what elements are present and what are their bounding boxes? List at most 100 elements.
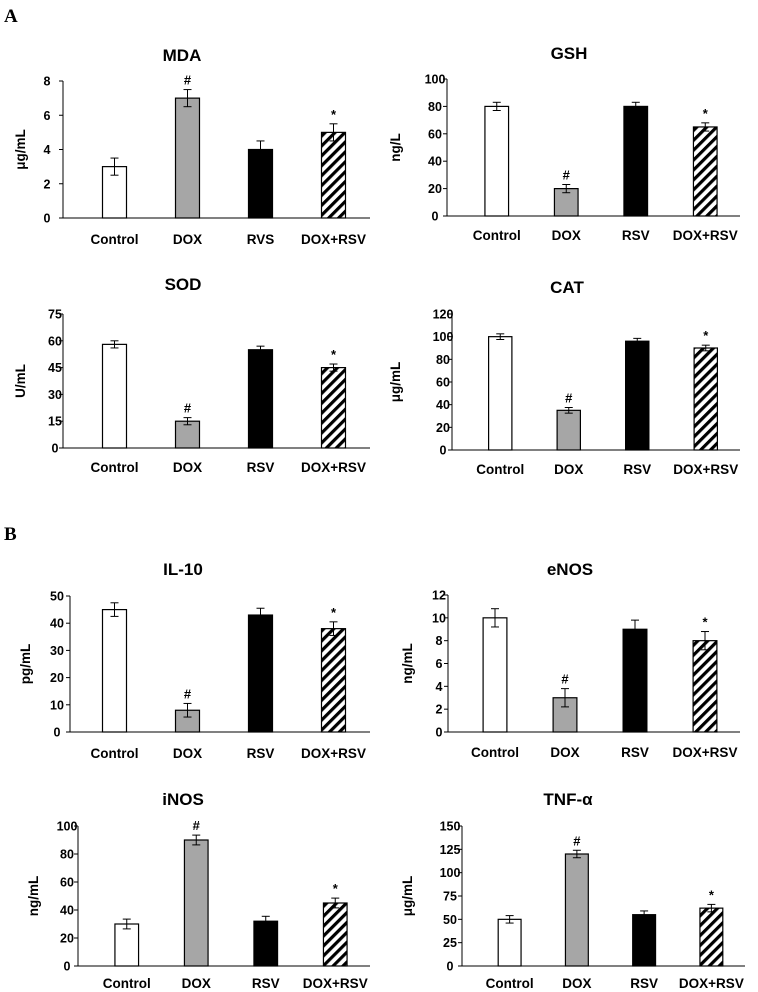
bar: [322, 902, 348, 967]
bar: [247, 614, 274, 733]
significance-mark: *: [703, 106, 709, 121]
charts-layer: MDA μg/mL 0 2 4 6 8 Control # DOX RVS * DOX+RSV GSH ng…: [13, 44, 745, 991]
category-label: RSV: [621, 745, 649, 760]
significance-mark: #: [184, 686, 192, 701]
y-tick-label: 0: [64, 960, 71, 974]
y-tick-label: 100: [440, 866, 461, 880]
y-axis-label: μg/mL: [400, 876, 415, 917]
significance-mark: *: [331, 347, 337, 362]
bar: [564, 853, 589, 967]
bar: [101, 343, 128, 449]
category-label: DOX: [554, 462, 583, 477]
y-tick-label: 45: [48, 361, 62, 375]
y-tick-label: 0: [432, 210, 439, 224]
category-label: DOX+RSV: [673, 745, 738, 760]
y-tick-label: 8: [436, 634, 443, 648]
category-label: DOX: [182, 976, 211, 991]
y-tick-label: 6: [44, 109, 51, 123]
category-label: RSV: [247, 460, 275, 475]
bar: [320, 367, 347, 449]
bar: [484, 105, 510, 217]
y-tick-label: 60: [428, 127, 442, 141]
category-label: Control: [476, 462, 524, 477]
bar: [623, 105, 649, 217]
y-axis-label: pg/mL: [18, 644, 33, 685]
y-tick-label: 20: [50, 671, 64, 685]
bar: [247, 148, 274, 219]
y-tick-label: 40: [60, 904, 74, 918]
significance-mark: *: [702, 615, 708, 630]
chart-title: CAT: [550, 278, 584, 297]
y-tick-label: 40: [428, 155, 442, 169]
bar: [632, 914, 657, 967]
bar: [488, 336, 513, 451]
y-tick-label: 20: [436, 421, 450, 435]
bar: [101, 608, 128, 733]
y-tick-label: 0: [436, 726, 443, 740]
y-tick-label: 0: [440, 444, 447, 458]
category-label: DOX: [173, 746, 202, 761]
chart-title: eNOS: [547, 560, 593, 579]
bar: [320, 131, 347, 219]
chart-title: SOD: [165, 275, 202, 294]
y-tick-label: 60: [436, 376, 450, 390]
y-axis-label: ng/L: [388, 133, 403, 162]
y-tick-label: 8: [44, 75, 51, 89]
bar: [253, 920, 279, 967]
bar: [114, 923, 140, 967]
chart-title: TNF-α: [543, 790, 593, 809]
bar: [320, 628, 347, 733]
y-tick-label: 2: [436, 703, 443, 717]
significance-mark: #: [565, 391, 573, 406]
bar: [625, 340, 650, 451]
significance-mark: *: [331, 107, 337, 122]
y-tick-label: 50: [443, 913, 457, 927]
y-tick-label: 100: [433, 330, 454, 344]
category-label: Control: [486, 976, 534, 991]
chart-3: CAT μg/mL 0 20 40 60 80 100 120 Control # DOX RSV * DO…: [388, 278, 740, 477]
bar: [556, 409, 581, 451]
significance-mark: *: [333, 881, 339, 896]
y-tick-label: 10: [50, 698, 64, 712]
category-label: DOX: [550, 745, 579, 760]
y-axis-label: ng/mL: [400, 643, 415, 684]
category-label: Control: [103, 976, 151, 991]
category-label: Control: [91, 460, 139, 475]
y-tick-label: 25: [443, 936, 457, 950]
y-tick-label: 12: [432, 589, 446, 603]
chart-6: iNOS ng/mL 0 20 40 60 80 100 Control # DOX RSV * DOX+…: [26, 790, 370, 991]
y-tick-label: 100: [57, 820, 78, 834]
category-label: DOX+RSV: [301, 232, 366, 247]
category-label: Control: [91, 232, 139, 247]
bar: [692, 640, 718, 733]
y-tick-label: 75: [443, 890, 457, 904]
y-tick-label: 0: [52, 442, 59, 456]
category-label: DOX+RSV: [679, 976, 744, 991]
bar: [693, 347, 718, 451]
y-tick-label: 150: [440, 820, 461, 834]
bar: [699, 907, 724, 967]
y-axis-label: ng/mL: [26, 876, 41, 917]
significance-mark: #: [563, 167, 571, 182]
category-label: DOX+RSV: [301, 460, 366, 475]
significance-mark: #: [184, 73, 192, 88]
y-tick-label: 80: [60, 848, 74, 862]
chart-title: GSH: [551, 44, 588, 63]
y-tick-label: 60: [60, 876, 74, 890]
y-axis-label: μg/mL: [388, 362, 403, 403]
bar: [622, 628, 648, 733]
y-tick-label: 80: [428, 100, 442, 114]
y-tick-label: 75: [48, 308, 62, 322]
y-tick-label: 40: [50, 617, 64, 631]
category-label: DOX+RSV: [673, 228, 738, 243]
y-tick-label: 30: [50, 644, 64, 658]
y-tick-label: 30: [48, 388, 62, 402]
y-tick-label: 125: [440, 843, 461, 857]
chart-1: GSH ng/L 0 20 40 60 80 100 Control # DOX RSV * DOX+RS…: [388, 44, 740, 243]
y-tick-label: 10: [432, 611, 446, 625]
chart-0: MDA μg/mL 0 2 4 6 8 Control # DOX RVS * DOX+RSV: [13, 46, 370, 247]
chart-4: IL-10 pg/mL 0 10 20 30 40 50 Control # DOX RSV * DOX+…: [18, 560, 370, 761]
category-label: Control: [471, 745, 519, 760]
significance-mark: #: [561, 672, 569, 687]
chart-title: IL-10: [163, 560, 203, 579]
